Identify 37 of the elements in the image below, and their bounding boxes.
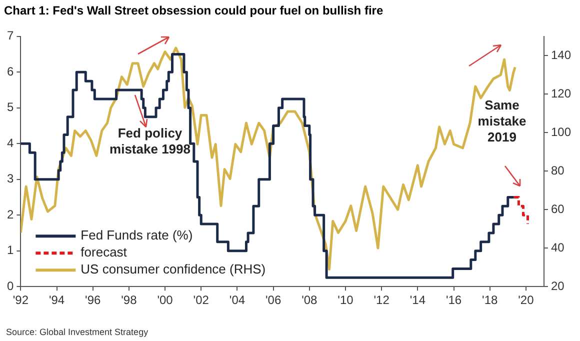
- x-tick-label: '92: [12, 293, 29, 308]
- y2-tick-label: 40: [550, 240, 565, 254]
- y2-tick-label: 100: [550, 124, 572, 139]
- y-tick-label: 7: [6, 28, 14, 43]
- y-tick-label: 2: [6, 207, 14, 222]
- chart-title: Chart 1: Fed's Wall Street obsession could pour fuel on bullish fire: [4, 4, 384, 18]
- y2-tick-label: 140: [550, 48, 572, 62]
- y-tick-label: 0: [6, 278, 14, 293]
- x-tick-label: '02: [193, 293, 210, 308]
- x-tick-label: '96: [85, 293, 101, 308]
- x-tick-label: '98: [121, 293, 138, 308]
- y2-tick-label: 20: [550, 278, 565, 293]
- x-tick-label: '08: [302, 293, 318, 308]
- legend-label: forecast: [80, 244, 128, 260]
- y-tick-label: 5: [6, 100, 14, 114]
- y-tick-label: 4: [6, 136, 14, 150]
- annotation: Fed policy mistake 1998: [110, 126, 190, 157]
- x-tick-label: '94: [48, 293, 65, 308]
- y-tick-label: 3: [6, 172, 14, 186]
- legend-label: US consumer confidence (RHS): [80, 262, 266, 277]
- source-note: Source: Global Investment Strategy: [6, 327, 149, 337]
- x-tick-label: '12: [374, 293, 390, 308]
- legend-label: Fed Funds rate (%): [80, 228, 193, 243]
- x-tick-label: '10: [338, 293, 354, 308]
- y-tick-label: 1: [6, 243, 14, 258]
- x-tick-label: '16: [446, 293, 462, 308]
- x-tick-label: '06: [265, 293, 282, 308]
- y-tick-label: 6: [6, 64, 14, 78]
- y2-tick-label: 120: [550, 86, 572, 100]
- annotation: Same mistake 2019: [478, 98, 526, 145]
- y2-tick-label: 60: [550, 202, 565, 216]
- x-tick-label: '00: [157, 293, 174, 308]
- y2-tick-label: 80: [550, 163, 565, 178]
- x-tick-label: '14: [410, 293, 426, 308]
- x-tick-label: '04: [229, 293, 246, 308]
- x-tick-label: '18: [482, 293, 498, 308]
- x-tick-label: '20: [518, 293, 534, 308]
